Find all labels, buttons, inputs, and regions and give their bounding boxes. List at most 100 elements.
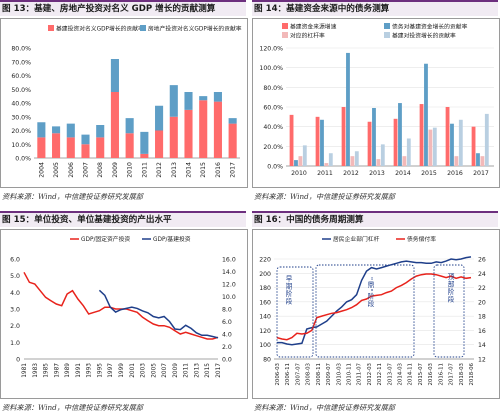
- legend-swatch: [140, 25, 146, 31]
- x-tick-label: 2018-03: [459, 363, 465, 386]
- y-right-tick-label: 12: [478, 357, 486, 364]
- y-left-tick-label: 200: [259, 271, 271, 278]
- panel-fig16: 图 16：中国的债务周期测算 80 100 120 140 160 180 200 220 12…: [252, 211, 500, 417]
- y-left-tick-label: 1.0: [10, 340, 20, 347]
- phase-annotation: "鼎"阶段: [366, 277, 374, 308]
- x-tick-label: 2006-11: [285, 363, 291, 386]
- y-right-tick-label: 10.0: [222, 294, 236, 301]
- y-left-tick-label: 140: [259, 314, 271, 321]
- bar-series-0: [341, 107, 346, 166]
- legend-label: 居民企业部门杠杆: [333, 235, 380, 243]
- legend-label: 基建对投资增长的贡献率: [392, 32, 456, 40]
- x-tick-label: 2010: [291, 170, 307, 177]
- y-tick-label: 20.0%: [263, 144, 283, 151]
- fig14-title: 图 14：基建资金来源中的债务测算: [252, 0, 498, 16]
- y-tick-label: 80.0%: [11, 46, 31, 53]
- phase-annotation: 顶部阶段: [446, 273, 454, 304]
- y-right-tick-label: 20: [478, 299, 486, 306]
- x-tick-label: 2012: [343, 170, 359, 177]
- panel-fig14: 图 14：基建资金来源中的债务测算 0.0% 20.0% 40.0% 60.0% 80.…: [252, 0, 500, 207]
- bar-series-1: [294, 160, 298, 166]
- x-tick-label: 2015: [421, 170, 437, 177]
- bar-series-3: [484, 113, 489, 166]
- panel-fig13: 图 13：基建、房地产投资对名义 GDP 增长的贡献测算 0.0% 10.0% 20…: [0, 0, 248, 207]
- legend-swatch: [282, 23, 288, 29]
- y-left-tick-label: 5.0: [10, 273, 20, 280]
- bar-series-1: [346, 52, 350, 166]
- bar-realestate: [155, 105, 164, 131]
- legend-label: GDP/基建投资: [153, 235, 191, 243]
- bar-series-2: [376, 159, 381, 166]
- y-left-tick-label: 2.0: [10, 323, 20, 330]
- x-tick-label: 2014: [186, 162, 193, 178]
- fig13-frame: [0, 18, 248, 188]
- x-tick-label: 2008: [97, 162, 104, 178]
- x-tick-label: 2006: [68, 162, 75, 178]
- bar-series-3: [354, 151, 359, 166]
- x-tick-label: 1987: [54, 363, 60, 378]
- y-tick-label: 50.0%: [11, 87, 31, 94]
- y-tick-label: 10.0%: [11, 142, 31, 149]
- phase-box: [315, 264, 415, 358]
- bar-series-2: [350, 156, 355, 166]
- bar-realestate: [52, 126, 61, 134]
- x-tick-label: 2010-11: [346, 363, 352, 386]
- y-right-tick-label: 2.0: [222, 344, 232, 351]
- legend-swatch: [384, 23, 390, 29]
- x-tick-label: 2007-07: [295, 363, 301, 386]
- bar-series-3: [432, 127, 437, 166]
- y-tick-label: 100.0%: [259, 65, 283, 72]
- y-right-tick-label: 16: [478, 328, 486, 335]
- x-tick-label: 2012: [156, 162, 163, 178]
- fig16-chart: 80 100 120 140 160 180 200 220 12 14 16 18 20 22 24 26 2…: [259, 235, 486, 386]
- legend-label: 基建投资对名义GDP增长的贡献率: [56, 25, 144, 33]
- x-tick-label: 2004: [38, 162, 45, 178]
- bar-realestate: [169, 85, 178, 117]
- x-tick-label: 2010-03: [336, 363, 342, 386]
- legend-label: 房地产投资对名义GDP增长的贡献率: [148, 25, 242, 33]
- x-tick-label: 1983: [33, 363, 39, 378]
- x-tick-label: 2012-11: [377, 363, 383, 386]
- x-tick-label: 2015: [205, 363, 211, 378]
- y-right-tick-label: 4.0: [222, 332, 232, 339]
- legend-label: 债务对基建资金增长的贡献率: [392, 23, 468, 31]
- fig15-chart: 0 1.0 2.0 3.0 4.0 5.0 6.0 0.0 2.0 4.0 6.0 8.0 10.0 12…: [10, 235, 236, 378]
- bar-realestate: [228, 118, 237, 124]
- fig13-source: 资料来源：Wind，中信建投证券研究发展部: [2, 192, 143, 201]
- y-left-tick-label: 0: [16, 357, 20, 364]
- bar-series-1: [398, 103, 402, 166]
- y-tick-label: 80.0%: [263, 85, 283, 92]
- y-left-tick-label: 80: [263, 357, 271, 364]
- y-tick-label: 30.0%: [11, 114, 31, 121]
- x-tick-label: 2009: [112, 162, 119, 178]
- bar-series-0: [419, 104, 424, 166]
- bar-series-2: [480, 156, 485, 166]
- x-tick-label: 1993: [87, 363, 93, 378]
- y-right-tick-label: 8.0: [222, 307, 232, 314]
- x-tick-label: 2010: [127, 162, 134, 178]
- x-tick-label: 2011: [184, 363, 190, 378]
- fig14-chart: 0.0% 20.0% 40.0% 60.0% 80.0% 100.0% 120.0% 2010…: [259, 23, 494, 177]
- bar-realestate: [213, 92, 222, 102]
- y-tick-label: 60.0%: [263, 105, 283, 112]
- bar-infra: [110, 92, 119, 158]
- x-tick-label: 2017: [473, 170, 489, 177]
- bar-infra: [155, 130, 164, 158]
- x-tick-label: 2016-11: [438, 363, 444, 386]
- y-right-tick-label: 14.0: [222, 269, 236, 276]
- bar-infra: [199, 100, 208, 158]
- y-left-tick-label: 3.0: [10, 307, 20, 314]
- x-tick-label: 2013: [194, 363, 200, 378]
- x-tick-label: 2006-03: [275, 363, 281, 386]
- x-tick-label: 2017-07: [449, 363, 455, 386]
- y-tick-label: 0.0%: [15, 156, 31, 163]
- y-left-tick-label: 160: [259, 299, 271, 306]
- bar-series-1: [450, 123, 454, 166]
- legend-swatch: [384, 32, 390, 38]
- x-tick-label: 1985: [44, 363, 50, 378]
- panel-fig15: 图 15：单位投资、单位基建投资的产出水平 0 1.0 2.0 3.0 4.0 5.0 6.…: [0, 211, 248, 417]
- x-tick-label: 2011: [317, 170, 333, 177]
- x-tick-label: 2016: [215, 162, 222, 178]
- y-right-tick-label: 6.0: [222, 319, 232, 326]
- bar-series-1: [320, 119, 324, 166]
